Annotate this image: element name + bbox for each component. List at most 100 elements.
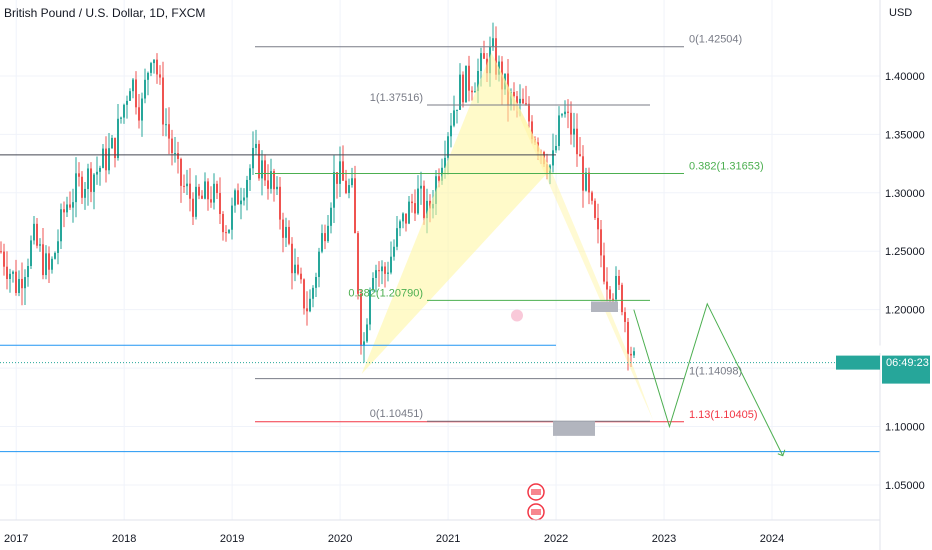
candle-body (600, 229, 602, 255)
candle-body (267, 180, 269, 188)
candle-body (15, 272, 17, 293)
candle-body (624, 312, 626, 322)
candle-body (414, 203, 416, 213)
candle-body (87, 168, 89, 188)
candle-body (405, 213, 407, 223)
candle-body (135, 79, 137, 107)
flag-icon (531, 509, 541, 515)
fib-level-label: 0.382(1.20790) (348, 287, 423, 299)
fib-level-label: 0.382(1.31653) (689, 160, 764, 172)
candle-body (33, 224, 35, 241)
price-tick-label: 1.35000 (885, 129, 925, 141)
candle-body (105, 149, 107, 171)
candle-body (192, 199, 194, 217)
price-tick-label: 1.30000 (885, 188, 925, 200)
candle-body (108, 148, 110, 170)
candle-body (21, 279, 23, 288)
candle-body (9, 274, 11, 279)
candle-body (39, 244, 41, 245)
candle-body (573, 129, 575, 135)
candle-body (66, 204, 68, 212)
candle-body (234, 190, 236, 205)
candle-body (384, 266, 386, 273)
candle-body (462, 75, 464, 103)
candle-body (30, 240, 32, 266)
candle-body (339, 161, 341, 184)
candle-body (525, 103, 527, 104)
candle-body (147, 73, 149, 80)
candle-body (558, 115, 560, 146)
candle-body (603, 255, 605, 281)
price-tick-label: 1.20000 (885, 305, 925, 317)
candle-body (630, 354, 632, 356)
candle-body (327, 226, 329, 241)
candle-body (153, 60, 155, 63)
candle-body (375, 270, 377, 278)
candle-body (633, 351, 635, 355)
candle-body (618, 276, 620, 285)
time-tick-label: 2017 (4, 533, 28, 545)
candle-body (261, 160, 263, 178)
candle-body (354, 178, 356, 233)
candle-body (159, 74, 161, 77)
candle-body (126, 101, 128, 105)
candle-body (210, 199, 212, 202)
candle-body (297, 265, 299, 274)
candle-body (555, 146, 557, 150)
candle-body (615, 276, 617, 299)
candle-body (588, 173, 590, 193)
candle-body (96, 172, 98, 175)
candle-body (243, 198, 245, 201)
time-tick-label: 2020 (328, 533, 352, 545)
time-tick-label: 2019 (220, 533, 244, 545)
candle-body (195, 187, 197, 217)
price-tick-label: 1.40000 (885, 71, 925, 83)
candle-body (54, 253, 56, 259)
candle-body (300, 274, 302, 280)
drawings-layer: 0(1.42504)0.382(1.31653)1(1.14098)1.13(1… (0, 34, 880, 520)
candle-body (213, 184, 215, 203)
candle-body (450, 126, 452, 137)
projection-path (634, 304, 783, 456)
candle-body (252, 148, 254, 168)
candle-body (594, 201, 596, 218)
candle-body (51, 259, 53, 270)
time-axis[interactable]: 2017 2018 2019 2020 2021 2022 2023 2024 (0, 520, 880, 545)
fib-level-label: 1(1.37516) (370, 92, 423, 104)
candle-body (183, 186, 185, 187)
candle-body (237, 190, 239, 204)
candle-body (471, 91, 473, 93)
candle-body (111, 138, 113, 148)
candle-body (24, 277, 26, 288)
time-tick-label: 2022 (544, 533, 568, 545)
candle-body (303, 279, 305, 308)
candle-body (78, 173, 80, 176)
candles (0, 23, 635, 371)
candle-body (132, 79, 134, 91)
candle-body (0, 251, 2, 252)
candle-body (81, 177, 83, 198)
candle-body (75, 173, 77, 202)
candle-body (522, 99, 524, 103)
candle-body (315, 277, 317, 288)
candle-body (399, 221, 401, 228)
candle-body (564, 112, 566, 114)
candle-body (585, 173, 587, 191)
symbol-tag-label: GBPUSD (840, 344, 887, 356)
candle-body (387, 273, 389, 274)
symbol-price-tag[interactable]: GBPUSD 1.15469 06:49:23 (836, 344, 930, 384)
candle-body (612, 299, 614, 300)
candle-body (84, 189, 86, 198)
candle-body (156, 60, 158, 75)
candle-body (222, 214, 224, 232)
candle-body (567, 112, 569, 113)
candle-body (117, 119, 119, 158)
candle-body (177, 153, 179, 159)
price-tag-countdown: 06:49:23 (886, 357, 929, 369)
price-axis[interactable]: 1.400001.350001.300001.250001.200001.150… (880, 0, 925, 550)
candle-body (255, 144, 257, 148)
candle-body (123, 105, 125, 118)
candle-body (186, 184, 188, 187)
candle-body (312, 288, 314, 299)
